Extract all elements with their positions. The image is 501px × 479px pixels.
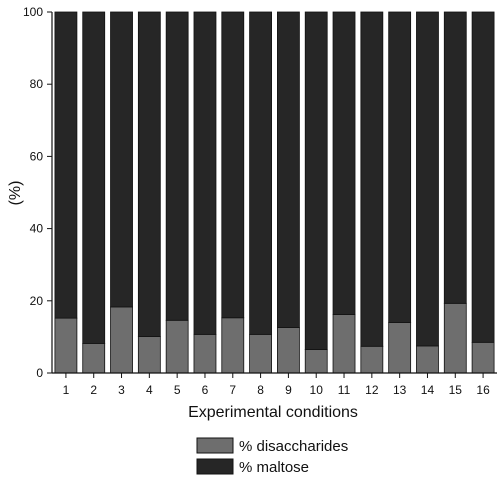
x-tick-label: 11 <box>338 383 351 397</box>
bar-maltose-4 <box>137 11 161 337</box>
bar-disaccharides-12 <box>360 345 384 374</box>
y-tick-label: 80 <box>30 77 44 91</box>
bar-maltose-1 <box>54 11 78 319</box>
x-tick-label: 8 <box>257 383 264 397</box>
y-tick-label: 40 <box>30 222 44 236</box>
y-tick-label: 60 <box>30 149 44 163</box>
bar-disaccharides-2 <box>82 342 106 374</box>
bar-maltose-15 <box>443 11 467 304</box>
x-tick-label: 10 <box>310 383 324 397</box>
bar-disaccharides-8 <box>249 333 272 374</box>
bar-maltose-16 <box>471 11 495 343</box>
bar-disaccharides-7 <box>221 317 245 374</box>
x-tick-label: 9 <box>285 383 292 397</box>
y-axis-title: (%) <box>7 181 24 206</box>
bar-maltose-7 <box>221 11 245 319</box>
bar-maltose-6 <box>193 11 217 335</box>
bar-disaccharides-11 <box>332 314 356 374</box>
legend-label-maltose: % maltose <box>239 459 309 476</box>
x-tick-label: 3 <box>118 383 125 397</box>
x-tick-label: 7 <box>229 383 236 397</box>
bar-maltose-8 <box>249 11 272 335</box>
legend: % disaccharides % maltose <box>196 437 348 476</box>
bar-disaccharides-13 <box>388 322 412 374</box>
bar-maltose-3 <box>110 11 133 308</box>
bar-disaccharides-9 <box>277 327 300 374</box>
bar-maltose-10 <box>304 11 328 350</box>
x-tick-label: 13 <box>393 383 407 397</box>
legend-swatch-maltose <box>196 458 234 475</box>
x-tick-label: 16 <box>476 383 490 397</box>
bar-disaccharides-3 <box>110 306 133 374</box>
bar-disaccharides-6 <box>193 333 217 374</box>
bar-disaccharides-5 <box>165 319 189 374</box>
bar-disaccharides-10 <box>304 349 328 374</box>
legend-label-disaccharides: % disaccharides <box>239 438 348 455</box>
y-tick-label: 0 <box>36 366 43 380</box>
x-tick-label: 1 <box>63 383 70 397</box>
bar-maltose-2 <box>82 11 106 344</box>
bar-disaccharides-4 <box>137 336 161 374</box>
bar-maltose-13 <box>388 11 412 323</box>
x-tick-label: 14 <box>421 383 435 397</box>
bar-maltose-14 <box>416 11 439 347</box>
bar-disaccharides-1 <box>54 317 78 374</box>
x-tick-label: 12 <box>365 383 379 397</box>
x-tick-label: 2 <box>90 383 97 397</box>
legend-swatch-disaccharides <box>196 437 234 454</box>
x-axis-title: Experimental conditions <box>188 404 358 421</box>
x-tick-label: 6 <box>202 383 209 397</box>
y-tick-label: 100 <box>23 5 43 19</box>
bar-disaccharides-14 <box>416 345 439 374</box>
bar-maltose-11 <box>332 11 356 315</box>
bar-maltose-9 <box>277 11 300 328</box>
bar-maltose-12 <box>360 11 384 347</box>
x-tick-label: 4 <box>146 383 153 397</box>
y-tick-label: 20 <box>30 294 44 308</box>
bar-maltose-5 <box>165 11 189 321</box>
x-tick-label: 15 <box>449 383 463 397</box>
bar-disaccharides-15 <box>443 302 467 374</box>
x-tick-label: 5 <box>174 383 181 397</box>
bar-disaccharides-16 <box>471 341 495 374</box>
bars-group <box>54 11 495 374</box>
